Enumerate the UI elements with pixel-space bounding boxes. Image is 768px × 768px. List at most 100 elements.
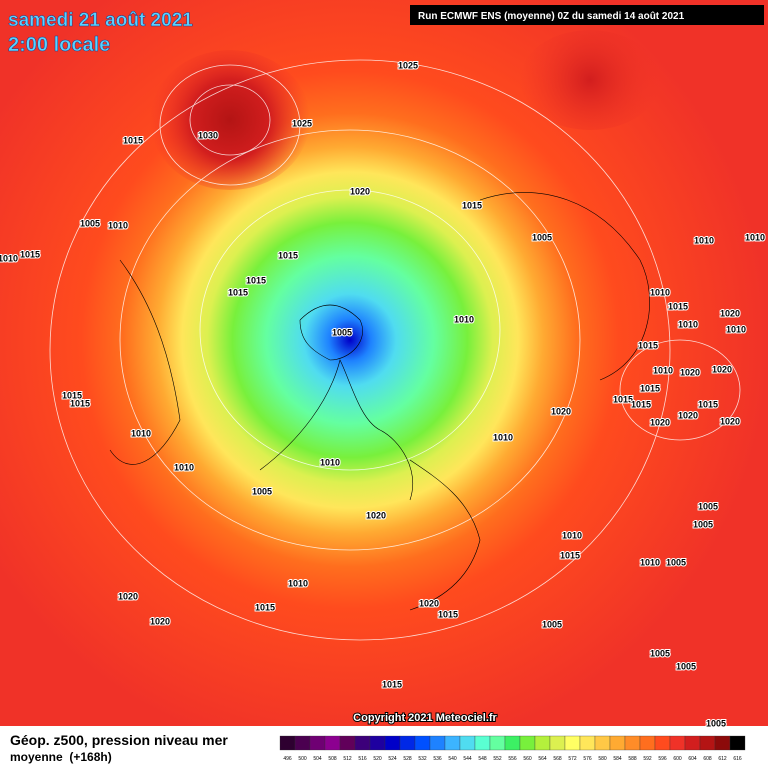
footer-title: Géop. z500, pression niveau mer: [10, 732, 228, 748]
isobar-label: 1015: [228, 287, 248, 297]
legend-swatch: [474, 735, 491, 751]
isobar-label: 1005: [332, 327, 352, 337]
legend-swatch: [384, 735, 401, 751]
isobar-label: 1005: [650, 648, 670, 658]
legend-swatch: [309, 735, 326, 751]
isobar-label: 1020: [678, 410, 698, 420]
isobar-label: 1015: [255, 602, 275, 612]
legend-label: 560: [523, 756, 532, 762]
legend-label: 496: [283, 756, 292, 762]
legend-swatch: [519, 735, 536, 751]
isobar-label: 1020: [650, 417, 670, 427]
local-time: 2:00 locale: [8, 34, 110, 56]
isobar-label: 1010: [0, 253, 18, 263]
legend-swatch: [549, 735, 566, 751]
isobar-label: 1025: [292, 118, 312, 128]
legend-label: 608: [703, 756, 712, 762]
legend-swatch: [369, 735, 386, 751]
isobar-label: 1010: [288, 578, 308, 588]
legend-label: 612: [718, 756, 727, 762]
legend-swatch: [504, 735, 521, 751]
legend-label: 524: [388, 756, 397, 762]
legend-label: 532: [418, 756, 427, 762]
legend-label: 592: [643, 756, 652, 762]
isobar-label: 1010: [653, 365, 673, 375]
legend-swatch: [339, 735, 356, 751]
isobar-label: 1005: [698, 501, 718, 511]
legend-swatch: [414, 735, 431, 751]
legend-swatch: [459, 735, 476, 751]
legend-label: 500: [298, 756, 307, 762]
isobar-label: 1005: [693, 519, 713, 529]
isobar-label: 1005: [666, 557, 686, 567]
legend-swatch: [729, 735, 746, 751]
legend-label: 616: [733, 756, 742, 762]
legend-label: 528: [403, 756, 412, 762]
legend-swatch: [444, 735, 461, 751]
isobar-label: 1010: [108, 220, 128, 230]
isobar-label: 1020: [720, 308, 740, 318]
copyright: Copyright 2021 Meteociel.fr: [353, 712, 497, 724]
isobar-label: 1010: [694, 235, 714, 245]
isobar-label: 1030: [198, 130, 218, 140]
run-box: [410, 5, 764, 25]
isobars: [49, 59, 741, 641]
legend-label: 604: [688, 756, 697, 762]
isobar-label: 1005: [676, 661, 696, 671]
isobar-label: 1010: [174, 462, 194, 472]
isobar-label: 1015: [438, 609, 458, 619]
legend-swatch: [399, 735, 416, 751]
isobar-label: 1015: [698, 399, 718, 409]
isobar-label: 1015: [382, 679, 402, 689]
isobar-label: 1010: [454, 314, 474, 324]
color-legend: 496 500 504 508 512 516 520 524 528 532 536 540 544 5…: [279, 735, 746, 762]
legend-label: 588: [628, 756, 637, 762]
legend-swatch: [354, 735, 371, 751]
isobar-label: 1010: [131, 428, 151, 438]
legend-label: 596: [658, 756, 667, 762]
isobar-label: 1015: [668, 301, 688, 311]
isobar-label: 1020: [720, 416, 740, 426]
isobar-label: 1010: [562, 530, 582, 540]
legend-label: 512: [343, 756, 352, 762]
isobar-label: 1015: [462, 200, 482, 210]
isobar-label: 1015: [640, 383, 660, 393]
isobar-label: 1015: [278, 250, 298, 260]
isobar-label: 1020: [118, 591, 138, 601]
legend-swatch: [699, 735, 716, 751]
legend-swatch: [684, 735, 701, 751]
legend-swatch: [579, 735, 596, 751]
legend-swatch: [324, 735, 341, 751]
legend-swatch: [294, 735, 311, 751]
isobar-label: 1005: [252, 486, 272, 496]
legend-label: 544: [463, 756, 472, 762]
footer-subtitle: moyenne (+168h): [10, 750, 112, 764]
legend-label: 520: [373, 756, 382, 762]
run-info: Run ECMWF ENS (moyenne) 0Z du samedi 14 …: [418, 11, 685, 22]
legend-label: 572: [568, 756, 577, 762]
isobar-label: 1015: [631, 399, 651, 409]
legend-label: 556: [508, 756, 517, 762]
date: samedi 21 août 2021: [8, 10, 193, 31]
isobar-label: 1005: [532, 232, 552, 242]
isobar-label: 1010: [678, 319, 698, 329]
high-pressure-area: [150, 50, 310, 190]
legend-label: 576: [583, 756, 592, 762]
legend-label: 568: [553, 756, 562, 762]
legend-label: 508: [328, 756, 337, 762]
isobar-label: 1005: [542, 619, 562, 629]
legend-label: 564: [538, 756, 547, 762]
isobar-label: 1020: [712, 364, 732, 374]
legend-label: 548: [478, 756, 487, 762]
isobar-label: 1020: [350, 186, 370, 196]
isobar-label: 1010: [320, 457, 340, 467]
legend-label: 536: [433, 756, 442, 762]
isobar-label: 1015: [560, 550, 580, 560]
legend-swatch: [534, 735, 551, 751]
isobar-label: 1010: [640, 557, 660, 567]
legend-label: 516: [358, 756, 367, 762]
legend-swatch: [714, 735, 731, 751]
isobar-label: 1015: [613, 394, 633, 404]
